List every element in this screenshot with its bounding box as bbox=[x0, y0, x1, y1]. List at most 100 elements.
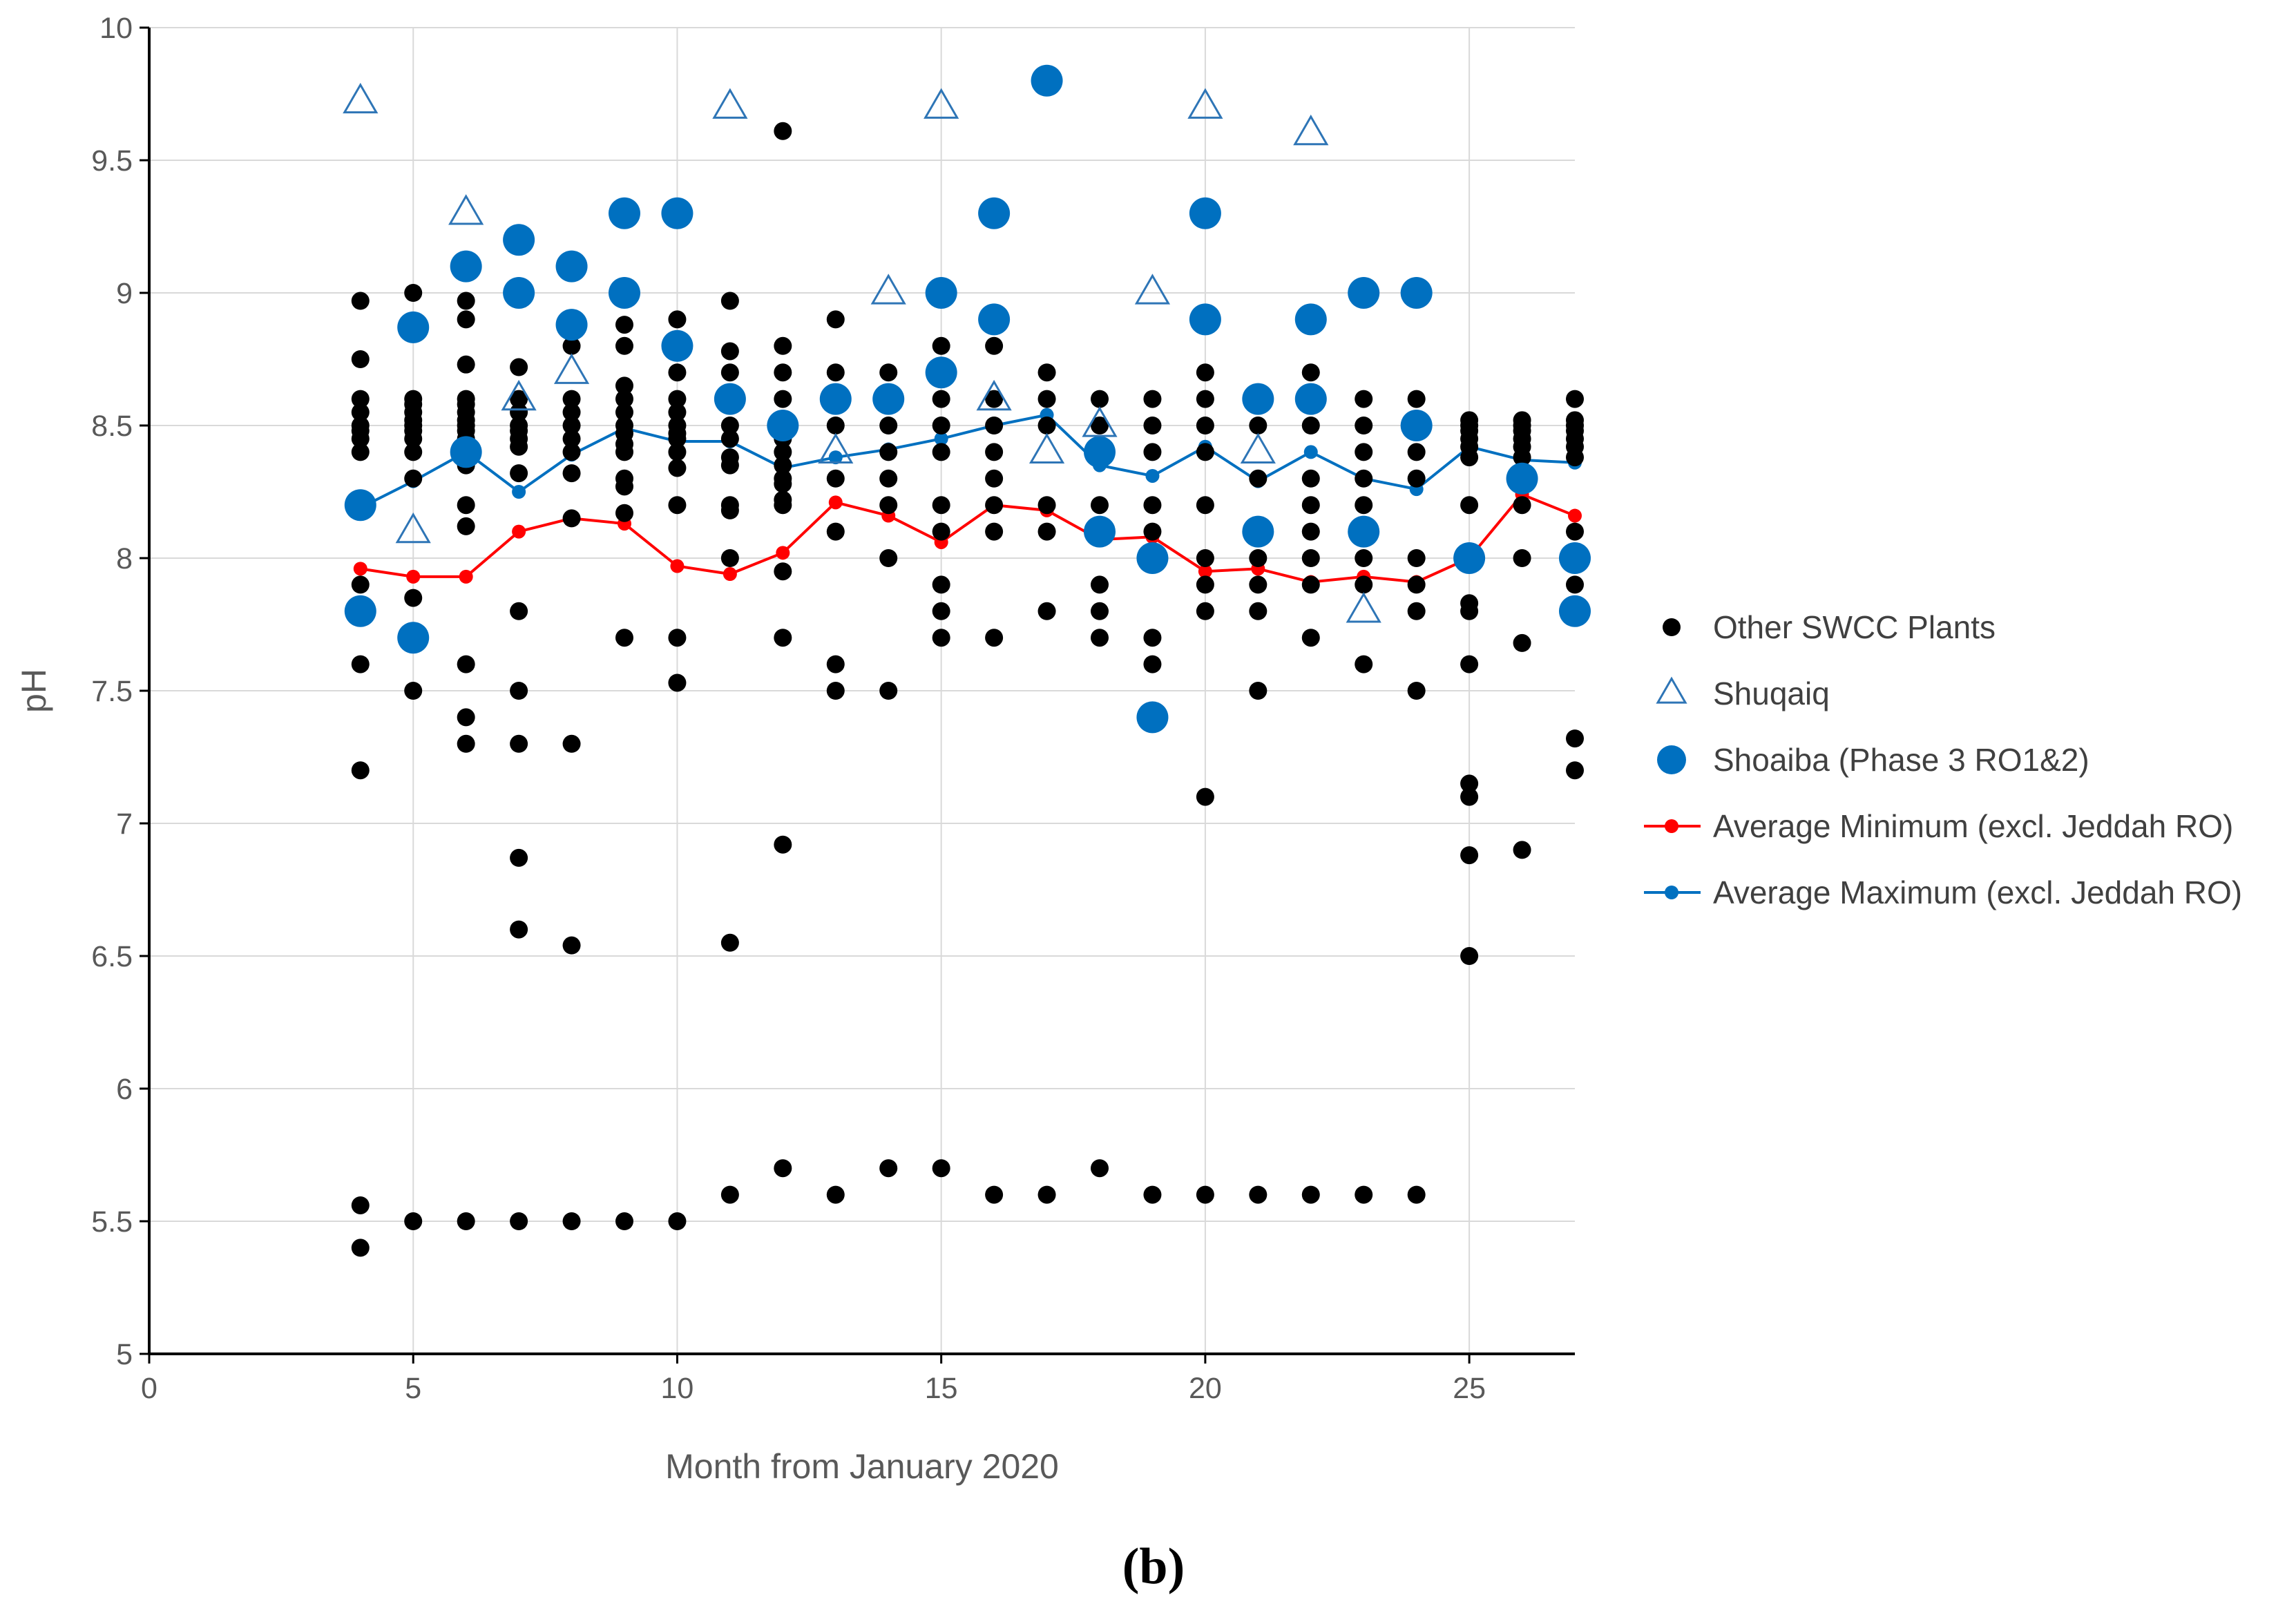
other-swcc-point bbox=[932, 417, 950, 434]
other-swcc-point bbox=[1566, 522, 1584, 541]
shoaiba-point bbox=[555, 309, 588, 341]
other-swcc-point bbox=[668, 496, 687, 515]
shoaiba-point bbox=[555, 250, 588, 283]
other-swcc-point bbox=[879, 363, 898, 382]
x-axis-title: Month from January 2020 bbox=[665, 1447, 1059, 1486]
other-swcc-point bbox=[1249, 417, 1267, 434]
other-swcc-point bbox=[985, 496, 1004, 515]
shuqaiq-point bbox=[870, 274, 906, 305]
shuqaiq-point bbox=[1082, 406, 1118, 437]
other-swcc-point bbox=[720, 933, 739, 952]
other-swcc-point bbox=[1249, 682, 1267, 700]
other-swcc-point bbox=[562, 403, 581, 421]
other-swcc-point bbox=[1407, 549, 1426, 567]
other-swcc-point bbox=[615, 376, 633, 395]
other-swcc-point bbox=[615, 477, 633, 496]
other-swcc-point bbox=[1407, 443, 1426, 461]
other-swcc-point bbox=[1355, 1185, 1373, 1204]
other-swcc-point bbox=[879, 417, 898, 434]
other-swcc-point bbox=[510, 734, 528, 753]
shuqaiq-point bbox=[553, 353, 590, 384]
other-swcc-point bbox=[1355, 549, 1373, 567]
other-swcc-point bbox=[562, 936, 581, 955]
other-swcc-point bbox=[668, 629, 687, 647]
y-tick-label: 6 bbox=[116, 1073, 133, 1106]
shuqaiq-point bbox=[1293, 114, 1329, 146]
other-swcc-point bbox=[562, 443, 581, 461]
other-swcc-point bbox=[932, 522, 950, 541]
other-swcc-point bbox=[668, 363, 687, 382]
other-swcc-point bbox=[562, 509, 581, 528]
average-minimum-point bbox=[723, 567, 737, 582]
shoaiba-point bbox=[1189, 197, 1221, 229]
other-swcc-point bbox=[457, 517, 475, 535]
other-swcc-point bbox=[774, 390, 792, 408]
other-swcc-point bbox=[774, 336, 792, 355]
other-swcc-point bbox=[1355, 655, 1373, 673]
shuqaiq-point bbox=[818, 432, 854, 464]
other-swcc-point bbox=[1513, 633, 1531, 652]
other-swcc-point bbox=[351, 575, 370, 594]
other-swcc-point bbox=[1091, 417, 1109, 434]
other-swcc-point bbox=[826, 1185, 845, 1204]
other-swcc-point bbox=[932, 575, 950, 594]
other-swcc-point bbox=[510, 358, 528, 376]
y-tick-label: 9.5 bbox=[91, 144, 133, 178]
other-swcc-point bbox=[351, 1239, 370, 1257]
other-swcc-point bbox=[774, 1159, 792, 1178]
other-swcc-point bbox=[1566, 575, 1584, 594]
shoaiba-point bbox=[1400, 277, 1433, 309]
other-swcc-point bbox=[457, 496, 475, 515]
other-swcc-point bbox=[720, 1185, 739, 1204]
legend-label: Average Maximum (excl. Jeddah RO) bbox=[1713, 874, 2242, 910]
other-swcc-point bbox=[1301, 1185, 1320, 1204]
x-tick-label: 5 bbox=[405, 1372, 421, 1405]
other-swcc-point bbox=[562, 1212, 581, 1230]
shuqaiq-point bbox=[343, 82, 379, 114]
other-swcc-point bbox=[351, 403, 370, 421]
other-swcc-point bbox=[615, 1212, 633, 1230]
shoaiba-point bbox=[1242, 383, 1274, 415]
other-swcc-point bbox=[668, 403, 687, 421]
other-swcc-point bbox=[668, 390, 687, 408]
shuqaiq-point bbox=[395, 512, 431, 544]
other-swcc-point bbox=[720, 363, 739, 382]
other-swcc-point bbox=[985, 336, 1004, 355]
other-swcc-point bbox=[985, 443, 1004, 461]
other-swcc-point bbox=[1301, 549, 1320, 567]
shoaiba-point bbox=[609, 197, 640, 229]
other-swcc-point bbox=[1143, 522, 1162, 541]
other-swcc-point bbox=[879, 1159, 898, 1178]
other-swcc-point bbox=[1301, 417, 1320, 434]
shoaiba-point bbox=[1506, 462, 1538, 495]
shoaiba-point bbox=[1242, 515, 1274, 548]
other-swcc-point bbox=[1196, 575, 1214, 594]
legend-marker-shoaiba bbox=[1657, 745, 1686, 774]
y-tick-label: 5 bbox=[116, 1338, 133, 1371]
other-swcc-point bbox=[351, 1196, 370, 1214]
shuqaiq-point bbox=[1346, 592, 1381, 623]
other-swcc-point bbox=[1355, 469, 1373, 488]
other-swcc-point bbox=[1460, 846, 1479, 865]
other-swcc-point bbox=[1566, 390, 1584, 408]
other-swcc-point bbox=[404, 682, 423, 700]
average-maximum-point bbox=[512, 485, 526, 499]
other-swcc-point bbox=[615, 390, 633, 408]
shoaiba-point bbox=[978, 197, 1011, 229]
shoaiba-point bbox=[450, 436, 482, 468]
shuqaiq-point bbox=[924, 88, 959, 119]
other-swcc-point bbox=[668, 459, 687, 477]
other-swcc-point bbox=[1355, 443, 1373, 461]
other-swcc-point bbox=[720, 342, 739, 361]
other-swcc-point bbox=[1407, 390, 1426, 408]
other-swcc-point bbox=[1460, 448, 1479, 467]
shoaiba-point bbox=[1400, 410, 1433, 441]
shoaiba-point bbox=[450, 250, 482, 283]
other-swcc-point bbox=[1037, 363, 1056, 382]
other-swcc-point bbox=[1301, 363, 1320, 382]
other-swcc-point bbox=[457, 708, 475, 727]
shoaiba-point bbox=[609, 277, 640, 309]
other-swcc-point bbox=[1196, 443, 1214, 461]
y-tick-label: 5.5 bbox=[91, 1205, 133, 1239]
